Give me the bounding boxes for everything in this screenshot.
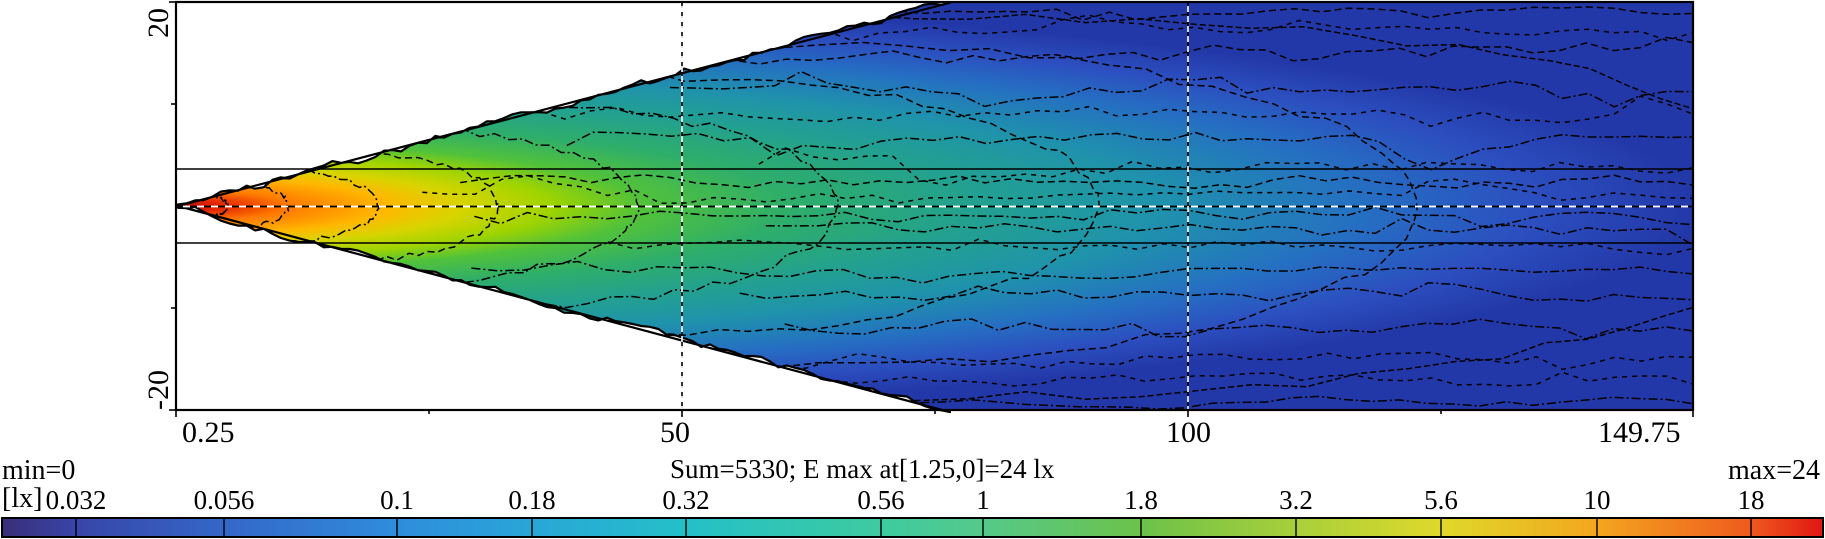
svg-text:0.056: 0.056 (194, 485, 255, 515)
svg-text:0.56: 0.56 (857, 485, 904, 515)
svg-text:1.8: 1.8 (1124, 485, 1158, 515)
svg-text:0.032: 0.032 (46, 485, 107, 515)
svg-text:18: 18 (1738, 485, 1765, 515)
svg-text:0.32: 0.32 (662, 485, 709, 515)
svg-text:-20: -20 (142, 370, 175, 410)
svg-text:149.75: 149.75 (1598, 416, 1681, 449)
svg-text:max=24: max=24 (1728, 455, 1820, 486)
svg-text:1: 1 (976, 485, 990, 515)
svg-text:20: 20 (142, 8, 175, 38)
svg-text:Sum=5330; E max at[1.25,0]=24: Sum=5330; E max at[1.25,0]=24 lx (670, 454, 1055, 484)
svg-text:[lx]: [lx] (2, 483, 42, 514)
svg-text:0.18: 0.18 (508, 485, 555, 515)
svg-text:0.1: 0.1 (380, 485, 414, 515)
svg-text:100: 100 (1166, 416, 1211, 449)
svg-text:10: 10 (1584, 485, 1611, 515)
svg-text:min=0: min=0 (2, 455, 75, 486)
svg-text:50: 50 (660, 416, 690, 449)
svg-text:5.6: 5.6 (1424, 485, 1458, 515)
svg-text:3.2: 3.2 (1279, 485, 1313, 515)
svg-text:0.25: 0.25 (182, 416, 235, 449)
